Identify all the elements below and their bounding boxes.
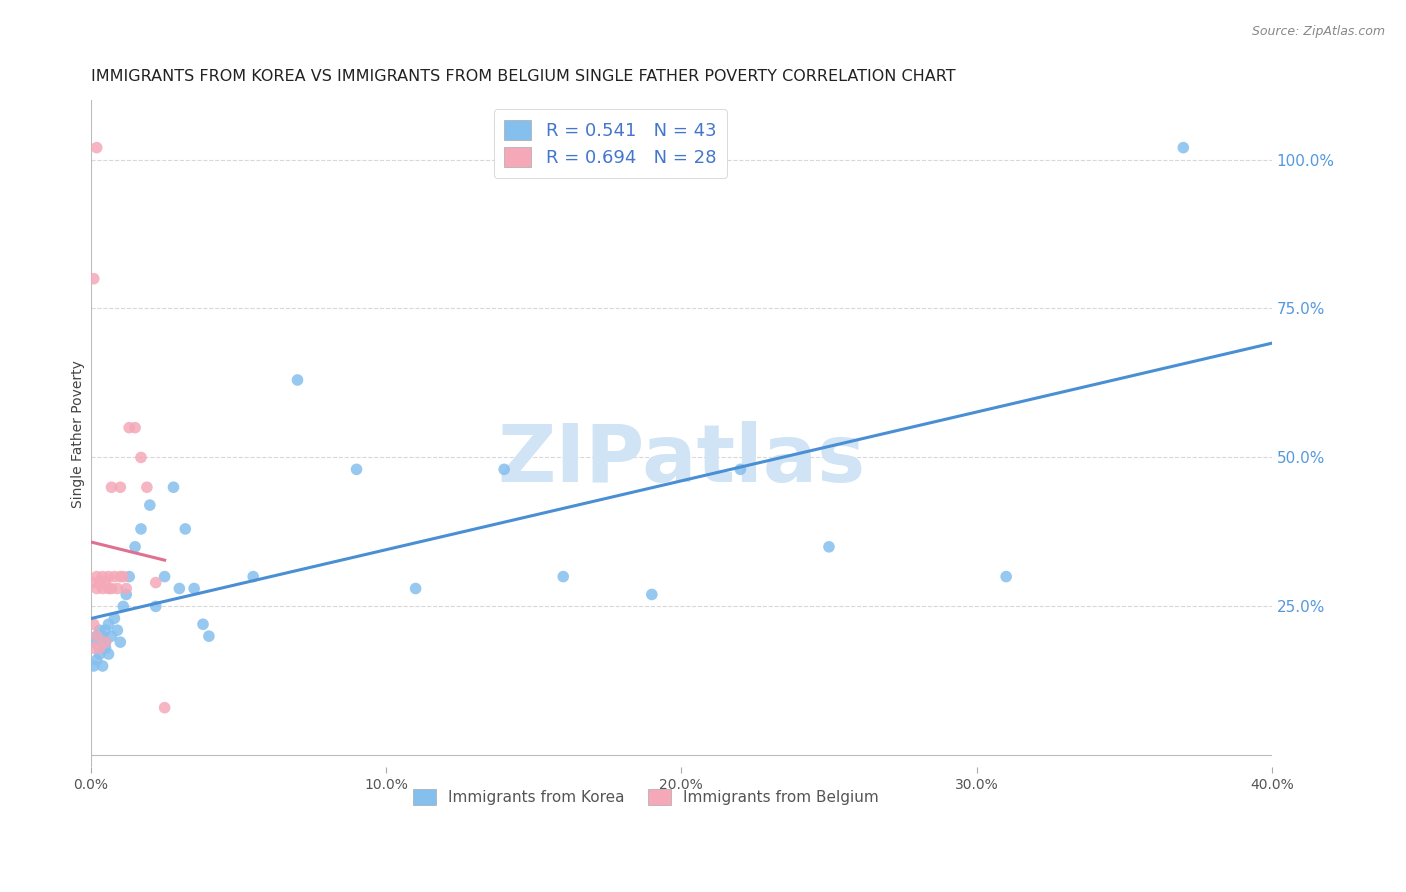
Point	[83, 641, 105, 656]
Point	[174, 522, 197, 536]
Point	[553, 569, 575, 583]
Point	[118, 569, 141, 583]
Point	[112, 569, 135, 583]
Point	[94, 635, 117, 649]
Point	[110, 569, 132, 583]
Point	[115, 587, 138, 601]
Point	[97, 617, 120, 632]
Text: ZIPatlas: ZIPatlas	[498, 421, 866, 500]
Point	[135, 480, 157, 494]
Point	[89, 647, 111, 661]
Point	[86, 629, 108, 643]
Point	[89, 641, 111, 656]
Point	[191, 617, 214, 632]
Point	[105, 624, 128, 638]
Point	[89, 624, 111, 638]
Point	[124, 420, 146, 434]
Point	[94, 575, 117, 590]
Point	[110, 635, 132, 649]
Y-axis label: Single Father Poverty: Single Father Poverty	[72, 359, 86, 508]
Point	[83, 659, 105, 673]
Point	[730, 462, 752, 476]
Point	[153, 700, 176, 714]
Point	[405, 582, 427, 596]
Point	[169, 582, 191, 596]
Point	[86, 141, 108, 155]
Point	[198, 629, 221, 643]
Point	[100, 582, 122, 596]
Point	[94, 635, 117, 649]
Point	[124, 540, 146, 554]
Point	[129, 522, 152, 536]
Point	[139, 498, 162, 512]
Point	[83, 635, 105, 649]
Point	[97, 569, 120, 583]
Point	[995, 569, 1018, 583]
Point	[103, 569, 125, 583]
Point	[129, 450, 152, 465]
Point	[91, 629, 114, 643]
Point	[118, 420, 141, 434]
Point	[183, 582, 205, 596]
Point	[97, 582, 120, 596]
Point	[162, 480, 184, 494]
Point	[494, 462, 516, 476]
Point	[145, 599, 167, 614]
Point	[86, 629, 108, 643]
Point	[86, 569, 108, 583]
Point	[1173, 141, 1195, 155]
Point	[641, 587, 664, 601]
Point	[242, 569, 264, 583]
Point	[112, 599, 135, 614]
Point	[110, 480, 132, 494]
Text: IMMIGRANTS FROM KOREA VS IMMIGRANTS FROM BELGIUM SINGLE FATHER POVERTY CORRELATI: IMMIGRANTS FROM KOREA VS IMMIGRANTS FROM…	[91, 69, 956, 84]
Point	[86, 582, 108, 596]
Point	[89, 641, 111, 656]
Point	[346, 462, 368, 476]
Point	[103, 611, 125, 625]
Point	[153, 569, 176, 583]
Legend: Immigrants from Korea, Immigrants from Belgium: Immigrants from Korea, Immigrants from B…	[405, 781, 886, 813]
Point	[97, 647, 120, 661]
Point	[115, 582, 138, 596]
Point	[105, 582, 128, 596]
Point	[91, 569, 114, 583]
Point	[94, 624, 117, 638]
Point	[86, 653, 108, 667]
Point	[145, 575, 167, 590]
Point	[818, 540, 841, 554]
Point	[100, 480, 122, 494]
Point	[100, 629, 122, 643]
Text: Source: ZipAtlas.com: Source: ZipAtlas.com	[1251, 25, 1385, 38]
Point	[83, 271, 105, 285]
Point	[91, 659, 114, 673]
Point	[91, 582, 114, 596]
Point	[89, 575, 111, 590]
Point	[83, 575, 105, 590]
Point	[287, 373, 309, 387]
Point	[94, 641, 117, 656]
Point	[83, 617, 105, 632]
